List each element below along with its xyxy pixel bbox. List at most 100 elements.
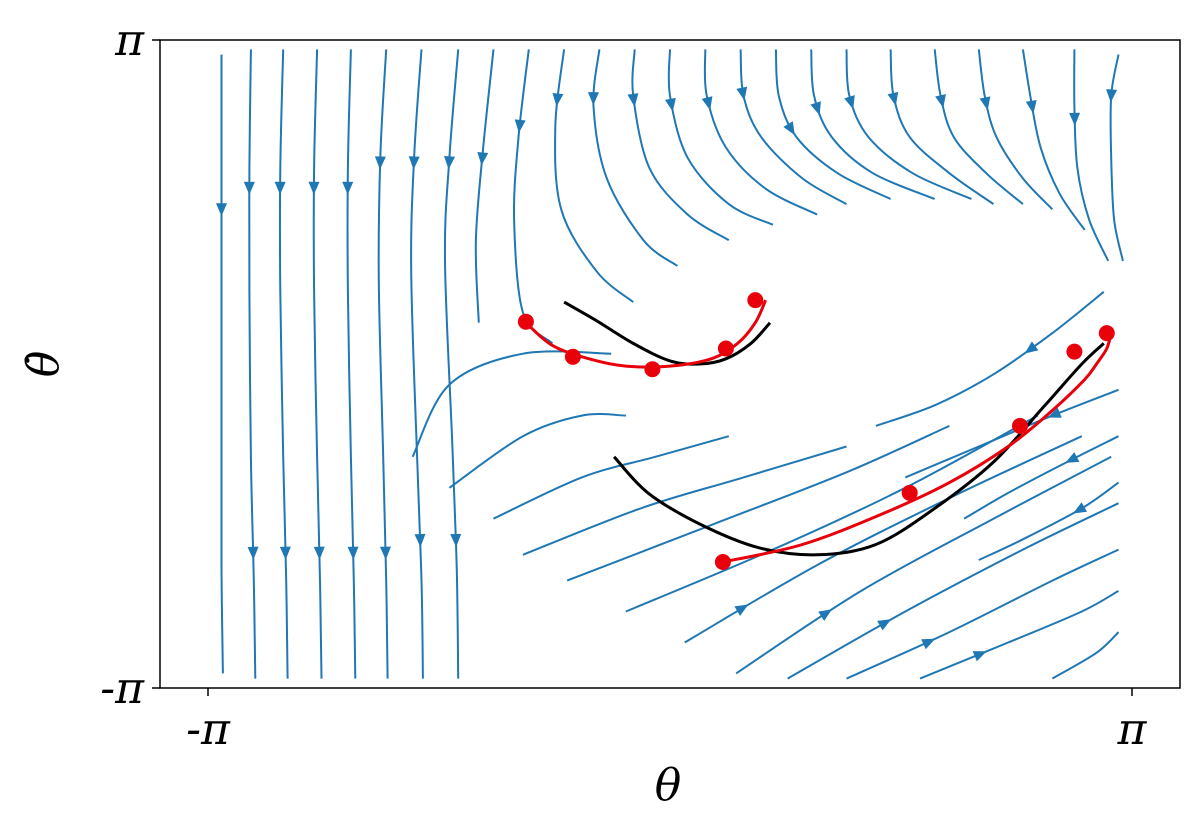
streamline <box>963 435 1119 520</box>
streamline <box>1073 49 1110 262</box>
stream-arrow <box>1025 99 1037 114</box>
stream-arrow <box>810 101 821 116</box>
stream-arrow <box>734 604 749 616</box>
streamline <box>978 481 1120 561</box>
stream-arrow <box>818 609 833 621</box>
streamline <box>592 49 679 267</box>
streamline <box>220 54 224 674</box>
stream-arrow <box>444 156 455 170</box>
prediction-marker <box>1012 417 1028 434</box>
stream-arrow <box>1106 89 1118 103</box>
stream-arrow <box>347 546 359 560</box>
prediction-marker <box>747 292 764 309</box>
streamline <box>667 49 774 226</box>
stream-arrow <box>552 92 564 107</box>
predicted-trajectory-line <box>524 299 767 369</box>
stream-arrow <box>243 181 255 195</box>
prediction-marker <box>1066 343 1083 360</box>
streamline <box>474 49 495 323</box>
stream-arrow <box>1047 407 1062 418</box>
prediction-marker <box>564 348 581 365</box>
streamline <box>278 49 289 679</box>
y-tick-label: π <box>114 15 145 66</box>
prediction-marker <box>714 554 731 570</box>
streamline <box>448 413 626 489</box>
streamline <box>933 49 1024 205</box>
streamline <box>377 49 389 679</box>
stream-arrow <box>274 181 286 195</box>
prediction-marker <box>1098 325 1115 342</box>
y-axis-label: θ̇ <box>18 351 69 378</box>
y-tick-label: -π <box>100 663 145 714</box>
ticks: -π π -π π <box>100 15 1147 755</box>
streamline <box>346 49 357 679</box>
streamline <box>810 49 936 200</box>
streamline <box>919 590 1119 680</box>
streamline <box>248 49 257 679</box>
trajectories <box>517 292 1115 570</box>
streamline <box>845 49 972 200</box>
stream-arrow <box>979 96 991 111</box>
streamline <box>875 291 1105 427</box>
stream-arrow <box>414 533 426 548</box>
stream-arrow <box>587 92 599 106</box>
streamlines <box>216 49 1124 680</box>
streamline <box>443 49 460 679</box>
streamline <box>703 49 818 216</box>
stream-arrow <box>921 638 936 650</box>
streamline <box>735 455 1112 675</box>
streamline <box>312 49 323 679</box>
stream-arrow <box>247 546 259 560</box>
stream-arrow <box>308 181 320 195</box>
stream-arrow <box>1069 112 1081 126</box>
stream-arrow <box>935 94 946 109</box>
stream-arrow <box>1065 452 1080 463</box>
stream-arrow <box>783 121 795 136</box>
stream-arrow <box>342 181 354 195</box>
streamline <box>977 49 1054 210</box>
streamline <box>566 424 950 582</box>
stream-arrow <box>972 651 987 662</box>
streamline <box>846 548 1119 680</box>
stream-arrow <box>1024 341 1039 354</box>
streamline <box>493 435 730 520</box>
streamline <box>1109 54 1124 262</box>
streamline <box>1021 49 1086 231</box>
stream-arrow <box>887 91 899 106</box>
stream-arrow <box>844 95 855 110</box>
predicted-trajectory-line <box>722 332 1113 564</box>
stream-arrow <box>450 533 462 547</box>
stream-arrow <box>216 203 227 217</box>
streamline <box>631 49 730 242</box>
streamline <box>1051 631 1120 680</box>
streamline <box>787 502 1119 680</box>
streamline <box>522 445 847 556</box>
streamline <box>774 49 892 200</box>
true-trajectory-line <box>612 342 1105 557</box>
stream-arrow <box>279 546 291 560</box>
stream-arrow <box>627 93 639 107</box>
stream-arrow <box>477 152 489 166</box>
plot-frame <box>159 39 1181 689</box>
x-axis-label: θ <box>655 760 682 811</box>
streamline <box>889 49 995 205</box>
x-tick-label: π <box>1117 704 1148 755</box>
prediction-marker <box>901 484 918 501</box>
streamline <box>625 414 1039 613</box>
stream-arrow <box>313 546 325 560</box>
stream-arrow <box>877 619 892 631</box>
streamline <box>410 49 424 679</box>
stream-arrow <box>736 86 748 101</box>
stream-arrow <box>379 546 391 560</box>
stream-arrow <box>1073 502 1088 514</box>
prediction-marker <box>717 340 734 357</box>
x-tick-label: -π <box>186 704 231 755</box>
stream-arrow <box>408 156 420 170</box>
stream-arrow <box>374 156 386 170</box>
streamline <box>739 49 848 205</box>
stream-arrow <box>514 119 526 133</box>
prediction-marker <box>517 313 534 330</box>
stream-arrow <box>701 96 713 111</box>
